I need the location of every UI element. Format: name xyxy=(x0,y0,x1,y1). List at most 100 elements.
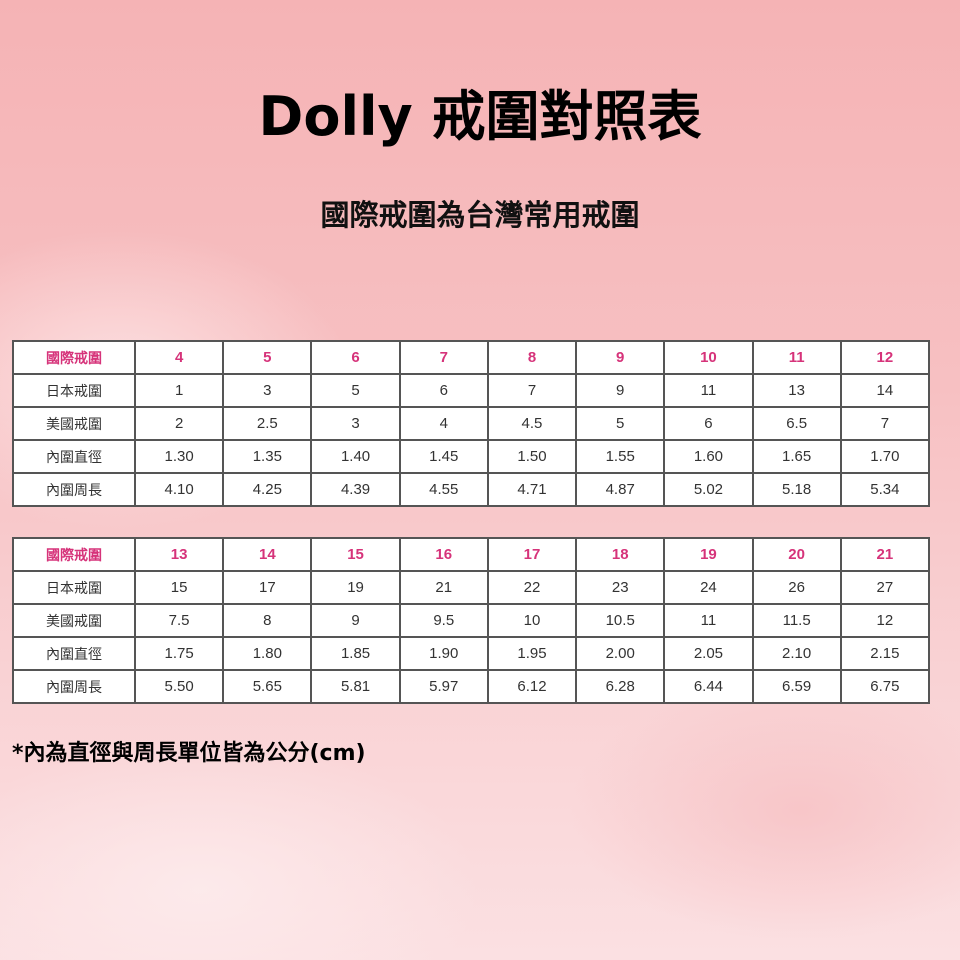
table-cell: 11 xyxy=(663,373,754,408)
row-label: 內圍周長 xyxy=(12,669,136,704)
table-row: 美國戒圍 7.5 8 9 9.5 10 10.5 11 11.5 12 xyxy=(12,603,931,638)
unit-note: *內為直徑與周長單位皆為公分(cm) xyxy=(12,741,366,766)
table-cell: 5 xyxy=(222,340,313,375)
table-cell: 20 xyxy=(751,537,842,572)
table-row: 內圍直徑 1.75 1.80 1.85 1.90 1.95 2.00 2.05 2.10 2.15 xyxy=(12,636,931,671)
table-row: 國際戒圍 4 5 6 7 8 9 10 11 12 xyxy=(12,340,931,375)
table-cell: 2.15 xyxy=(839,636,931,671)
table-cell: 18 xyxy=(575,537,666,572)
table-cell: 1.95 xyxy=(486,636,578,671)
table-cell: 15 xyxy=(310,537,401,572)
table-cell: 22 xyxy=(486,570,578,605)
table-cell: 26 xyxy=(751,570,842,605)
table-cell: 6.5 xyxy=(751,406,842,441)
table-cell: 4.10 xyxy=(133,472,225,507)
row-label: 國際戒圍 xyxy=(12,537,136,572)
table-cell: 5.18 xyxy=(751,472,842,507)
table-cell: 27 xyxy=(839,570,931,605)
table-cell: 6.28 xyxy=(575,669,666,704)
table-cell: 5.02 xyxy=(663,472,754,507)
table-row: 國際戒圍 13 14 15 16 17 18 19 20 21 xyxy=(12,537,931,572)
table-cell: 7 xyxy=(839,406,931,441)
table-cell: 6.44 xyxy=(663,669,754,704)
table-cell: 6.75 xyxy=(839,669,931,704)
table-cell: 2.00 xyxy=(575,636,666,671)
table-cell: 2 xyxy=(133,406,225,441)
table-cell: 5.97 xyxy=(398,669,489,704)
table-cell: 4.39 xyxy=(310,472,401,507)
table-cell: 12 xyxy=(839,603,931,638)
table-cell: 1.55 xyxy=(575,439,666,474)
table-cell: 5.50 xyxy=(133,669,225,704)
table-cell: 1.75 xyxy=(133,636,225,671)
table-cell: 1.50 xyxy=(486,439,578,474)
table-row: 內圍周長 5.50 5.65 5.81 5.97 6.12 6.28 6.44 6.59 6.75 xyxy=(12,669,931,704)
table-cell: 4.87 xyxy=(575,472,666,507)
table-cell: 8 xyxy=(486,340,578,375)
table-cell: 6 xyxy=(398,373,489,408)
row-label: 內圍直徑 xyxy=(12,439,136,474)
page-title: Dolly 戒圍對照表 xyxy=(258,85,702,148)
table-cell: 23 xyxy=(575,570,666,605)
table-cell: 5 xyxy=(575,406,666,441)
size-table-2: 國際戒圍 13 14 15 16 17 18 19 20 21 日本戒圍 15 17 19 21 22 23 24… xyxy=(12,537,931,704)
table-cell: 17 xyxy=(222,570,313,605)
table-cell: 4.25 xyxy=(222,472,313,507)
table-cell: 1.90 xyxy=(398,636,489,671)
table-cell: 2.5 xyxy=(222,406,313,441)
table-cell: 1 xyxy=(133,373,225,408)
table-cell: 15 xyxy=(133,570,225,605)
table-cell: 5.81 xyxy=(310,669,401,704)
row-label: 日本戒圍 xyxy=(12,570,136,605)
table-cell: 10 xyxy=(486,603,578,638)
table-cell: 4 xyxy=(133,340,225,375)
table-cell: 9 xyxy=(575,373,666,408)
row-label: 日本戒圍 xyxy=(12,373,136,408)
table-cell: 11 xyxy=(751,340,842,375)
table-cell: 6 xyxy=(310,340,401,375)
table-cell: 1.35 xyxy=(222,439,313,474)
row-label: 內圍周長 xyxy=(12,472,136,507)
table-cell: 10.5 xyxy=(575,603,666,638)
table-cell: 1.40 xyxy=(310,439,401,474)
row-label: 美國戒圍 xyxy=(12,406,136,441)
table-cell: 5.34 xyxy=(839,472,931,507)
table-cell: 14 xyxy=(839,373,931,408)
table-cell: 1.85 xyxy=(310,636,401,671)
table-cell: 1.60 xyxy=(663,439,754,474)
table-row: 內圍直徑 1.30 1.35 1.40 1.45 1.50 1.55 1.60 1.65 1.70 xyxy=(12,439,931,474)
table-cell: 5.65 xyxy=(222,669,313,704)
table-cell: 2.10 xyxy=(751,636,842,671)
table-row: 日本戒圍 1 3 5 6 7 9 11 13 14 xyxy=(12,373,931,408)
table-cell: 9 xyxy=(310,603,401,638)
table-cell: 10 xyxy=(663,340,754,375)
table-cell: 1.45 xyxy=(398,439,489,474)
table-cell: 7 xyxy=(398,340,489,375)
table-cell: 13 xyxy=(751,373,842,408)
table-cell: 9.5 xyxy=(398,603,489,638)
table-cell: 11.5 xyxy=(751,603,842,638)
table-cell: 21 xyxy=(839,537,931,572)
table-cell: 4.55 xyxy=(398,472,489,507)
table-cell: 1.65 xyxy=(751,439,842,474)
table-cell: 6 xyxy=(663,406,754,441)
table-cell: 7 xyxy=(486,373,578,408)
table-cell: 1.80 xyxy=(222,636,313,671)
table-cell: 3 xyxy=(310,406,401,441)
row-label: 美國戒圍 xyxy=(12,603,136,638)
table-cell: 1.70 xyxy=(839,439,931,474)
table-row: 內圍周長 4.10 4.25 4.39 4.55 4.71 4.87 5.02 5.18 5.34 xyxy=(12,472,931,507)
table-cell: 11 xyxy=(663,603,754,638)
table-cell: 1.30 xyxy=(133,439,225,474)
table-cell: 8 xyxy=(222,603,313,638)
table-cell: 5 xyxy=(310,373,401,408)
table-cell: 9 xyxy=(575,340,666,375)
table-cell: 6.59 xyxy=(751,669,842,704)
table-cell: 6.12 xyxy=(486,669,578,704)
subtitle: 國際戒圍為台灣常用戒圍 xyxy=(320,198,640,232)
table-cell: 16 xyxy=(398,537,489,572)
table-cell: 14 xyxy=(222,537,313,572)
row-label: 內圍直徑 xyxy=(12,636,136,671)
table-cell: 24 xyxy=(663,570,754,605)
table-cell: 19 xyxy=(310,570,401,605)
